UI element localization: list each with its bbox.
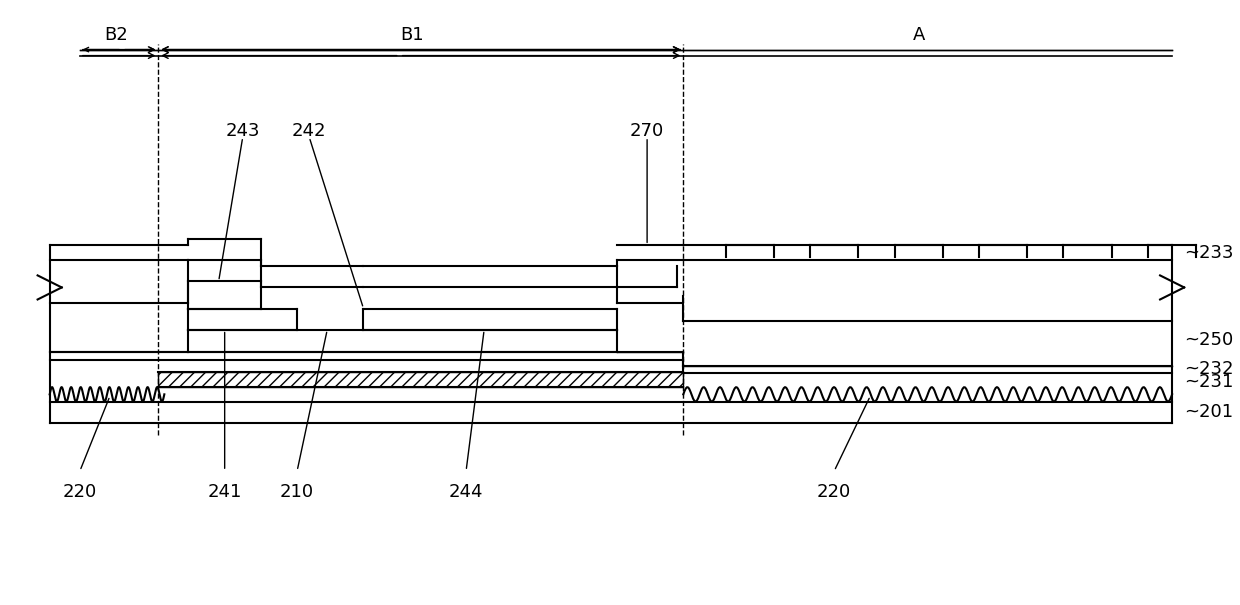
Text: 243: 243 (226, 122, 260, 140)
Text: 220: 220 (63, 483, 97, 501)
Text: 244: 244 (449, 483, 484, 501)
Text: ~201: ~201 (1184, 404, 1234, 422)
Text: 270: 270 (630, 122, 665, 140)
Text: ~233: ~233 (1184, 244, 1234, 262)
Text: 241: 241 (207, 483, 242, 501)
Text: B2: B2 (104, 25, 128, 44)
Text: 220: 220 (817, 483, 852, 501)
Text: ~250: ~250 (1184, 331, 1234, 349)
Text: B1: B1 (401, 25, 424, 44)
Text: 210: 210 (280, 483, 314, 501)
Bar (159, 371, 683, 387)
Text: A: A (913, 25, 925, 44)
Text: ~232: ~232 (1184, 360, 1234, 378)
Text: 242: 242 (291, 122, 326, 140)
Text: ~231: ~231 (1184, 373, 1234, 391)
